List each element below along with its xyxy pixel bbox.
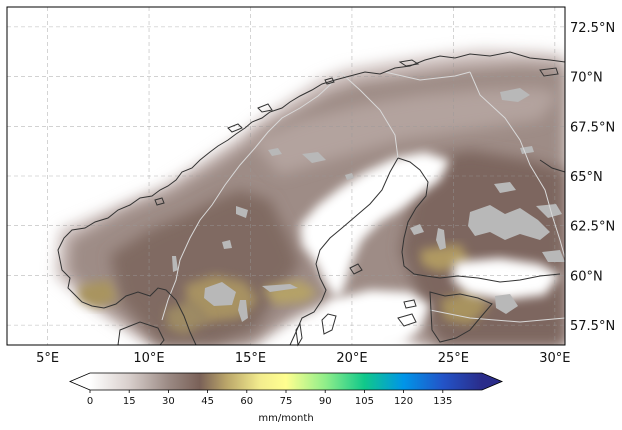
coastline-oland (295, 322, 303, 347)
lake-siljan (222, 240, 232, 249)
x-tick-label: 15°E (235, 351, 266, 366)
colorbar-extend-min (70, 373, 90, 390)
coastline-island-3 (539, 67, 559, 77)
x-tick-label: 20°E (336, 351, 367, 366)
lake-ladoga (495, 294, 518, 314)
lake-paijanne (436, 228, 446, 250)
y-tick-label: 72.5°N (570, 21, 615, 36)
x-tick-label: 5°E (36, 351, 59, 366)
x-tick-labels: 5°E 10°E 15°E 20°E 25°E 30°E (36, 351, 570, 366)
y-tick-label: 70°N (570, 71, 603, 86)
lake-mjosa (172, 256, 178, 272)
map-frame (6, 6, 566, 346)
x-tick-label: 25°E (438, 351, 469, 366)
coastline-norway-west (57, 51, 566, 261)
y-tick-labels: 57.5°N 60°N 62.5°N 65°N 67.5°N 70°N 72.5°N (570, 21, 615, 334)
lake-torne (302, 152, 326, 163)
x-tick-label: 10°E (133, 351, 164, 366)
coastline-island-2 (324, 77, 335, 85)
y-tick-label: 67.5°N (570, 120, 615, 135)
lake-vattern (238, 300, 248, 322)
colorbar-tick-label: 135 (433, 396, 452, 407)
coastline-lofoten (227, 123, 243, 133)
coastline-white-sea (539, 159, 566, 173)
border-finland-norway (384, 71, 471, 81)
border-finland-russia (469, 71, 566, 259)
lake-onega-edge (542, 250, 565, 262)
coastline-hiiumaa (403, 299, 417, 309)
coastlines (57, 51, 566, 347)
colorbar-unit-label: mm/month (258, 413, 313, 424)
colorbar-gradient (90, 373, 482, 390)
coastline-estonia (429, 291, 493, 343)
coastline-aland (349, 263, 363, 275)
colorbar-tick-label: 90 (319, 396, 332, 407)
lake-saimaa (468, 205, 550, 240)
lakes (172, 88, 565, 322)
lake-vanern (204, 282, 236, 306)
coastline-finland-west (397, 157, 561, 283)
coastline-gotland (321, 313, 337, 335)
coastline-norway-south (59, 259, 197, 346)
coastline-island-1 (398, 59, 420, 67)
colorbar: 0 15 30 45 60 75 90 105 120 135 mm/month (68, 372, 504, 424)
lake-malaren (262, 284, 298, 292)
lake-storsjon (236, 206, 248, 218)
lake-oulujarvi (494, 182, 516, 193)
colorbar-tick-label: 30 (162, 396, 175, 407)
coastline-sweden-east (289, 157, 399, 346)
border-sweden-finland (339, 71, 399, 159)
lake-n-sweden (345, 173, 354, 180)
colorbar-ticks: 0 15 30 45 60 75 90 105 120 135 (87, 390, 452, 407)
coastline-senja (257, 103, 273, 113)
precipitation-field (55, 50, 565, 345)
colorbar-extend-max (482, 373, 502, 390)
lake-sw-finland (410, 224, 424, 235)
colorbar-tick-label: 75 (280, 396, 293, 407)
y-tick-label: 65°N (570, 170, 603, 185)
coastline-island-4 (154, 197, 165, 206)
lake-hornavan (268, 148, 282, 156)
colorbar-tick-label: 60 (240, 396, 253, 407)
x-tick-label: 30°E (539, 351, 570, 366)
country-borders (161, 71, 566, 323)
lake-inari (500, 88, 530, 102)
y-tick-label: 62.5°N (570, 220, 615, 235)
colorbar-tick-label: 105 (355, 396, 374, 407)
lake-kuusamo (536, 204, 562, 218)
border-baltic (429, 309, 566, 323)
colorbar-tick-label: 0 (87, 396, 93, 407)
colorbar-tick-label: 15 (123, 396, 136, 407)
y-tick-label: 60°N (570, 269, 603, 284)
coastline-saaremaa (397, 313, 417, 327)
colorbar-tick-label: 120 (394, 396, 413, 407)
y-tick-label: 57.5°N (570, 319, 615, 334)
border-norway-sweden (161, 71, 341, 321)
colorbar-tick-label: 45 (201, 396, 214, 407)
